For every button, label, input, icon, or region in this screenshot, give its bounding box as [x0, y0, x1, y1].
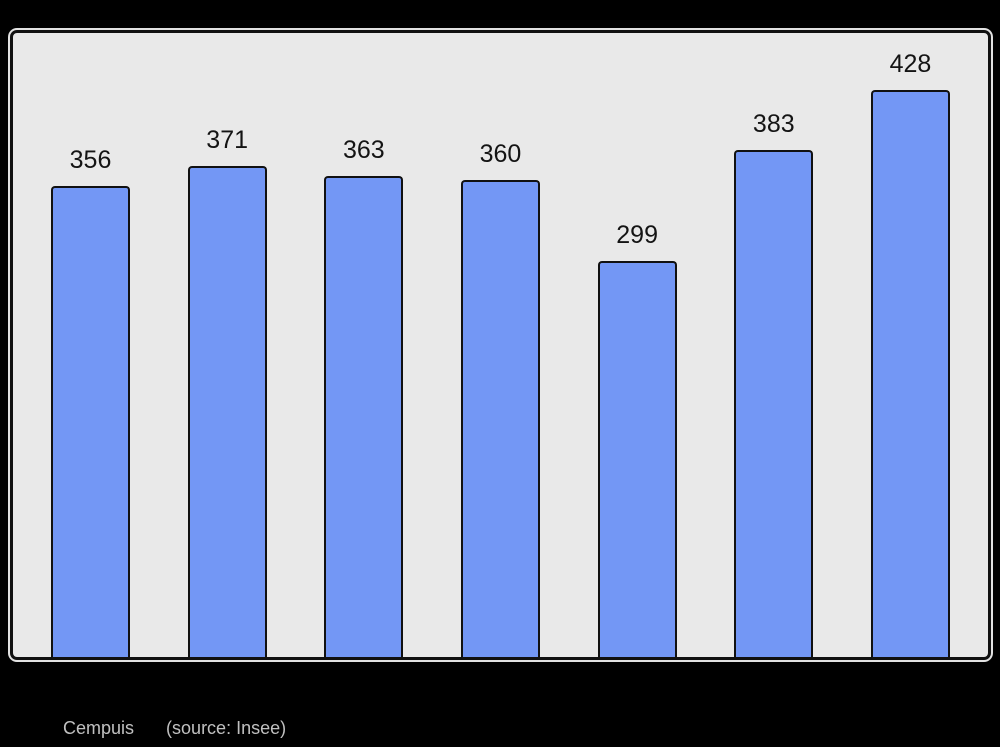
bar-group: 371 [187, 126, 267, 657]
bar-value-label: 363 [342, 136, 385, 164]
bar-group: 356 [51, 146, 130, 657]
bar-group: 360 [460, 140, 540, 657]
bar-group: 383 [734, 110, 814, 657]
bar [597, 261, 677, 657]
plot-area: 356 371 363 360 299 383 428 [10, 30, 991, 660]
bar-value-label: 360 [479, 140, 522, 168]
bar [324, 176, 404, 657]
bar [460, 180, 540, 657]
bar [51, 186, 130, 657]
bar-series: 356 371 363 360 299 383 428 [13, 33, 988, 657]
caption-commune-name: Cempuis [63, 718, 135, 738]
bar-value-label: 371 [206, 126, 249, 154]
bar-group: 363 [324, 136, 404, 657]
chart-caption: Cempuis (source: Insee) [63, 717, 286, 739]
bar [870, 90, 950, 657]
bar-value-label: 428 [889, 50, 932, 78]
bar [187, 166, 267, 657]
bar [734, 150, 814, 657]
bar-group: 428 [870, 50, 950, 657]
caption-source: (source: Insee) [166, 718, 287, 738]
bar-value-label: 383 [752, 110, 795, 138]
bar-value-label: 356 [69, 146, 112, 174]
bar-value-label: 299 [616, 221, 658, 249]
bar-group: 299 [597, 221, 677, 657]
